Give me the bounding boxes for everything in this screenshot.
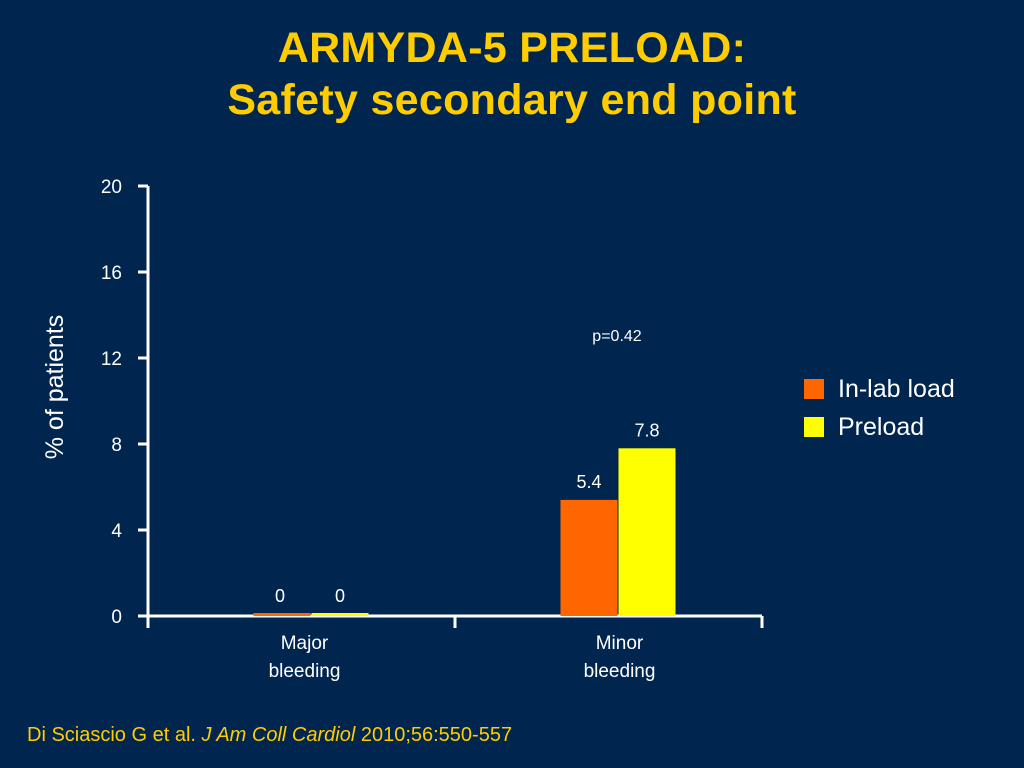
citation-journal: J Am Coll Cardiol xyxy=(201,724,356,746)
y-tick-label: 8 xyxy=(111,435,122,456)
bar xyxy=(253,613,311,616)
y-tick-label: 0 xyxy=(111,607,122,628)
data-label: 0 xyxy=(335,586,345,606)
y-axis-label: % of patients xyxy=(41,315,69,460)
bar xyxy=(618,448,676,616)
citation: Di Sciascio G et al. J Am Coll Cardiol 2… xyxy=(27,724,512,747)
slide-title: ARMYDA-5 PRELOAD: Safety secondary end p… xyxy=(0,22,1024,126)
data-label: 0 xyxy=(275,586,285,606)
x-tick-label: bleeding xyxy=(584,661,656,682)
x-tick-label: Major xyxy=(281,633,329,654)
citation-ref: 2010;56:550-557 xyxy=(360,724,513,746)
y-tick-label: 20 xyxy=(101,177,122,198)
slide-title-line2: Safety secondary end point xyxy=(227,76,797,124)
legend-swatch-preload xyxy=(804,417,824,437)
y-tick-label: 12 xyxy=(101,349,122,370)
p-value-annotation: p=0.42 xyxy=(592,328,641,345)
y-tick-label: 4 xyxy=(111,521,122,542)
legend-label-preload: Preload xyxy=(838,412,925,441)
x-tick-label: bleeding xyxy=(269,661,341,682)
data-label: 7.8 xyxy=(634,420,659,440)
bar xyxy=(311,613,369,616)
legend-label-in-lab-load: In-lab load xyxy=(838,374,955,403)
legend-item-preload: Preload xyxy=(804,408,955,446)
data-label: 5.4 xyxy=(576,472,601,492)
y-tick-label: 16 xyxy=(101,263,122,284)
citation-authors: Di Sciascio G et al. xyxy=(27,724,196,746)
legend-swatch-in-lab-load xyxy=(804,379,824,399)
chart-legend: In-lab load Preload xyxy=(804,370,955,446)
x-tick-label: Minor xyxy=(596,633,644,654)
slide-title-line1: ARMYDA-5 PRELOAD: xyxy=(277,24,747,72)
legend-item-in-lab-load: In-lab load xyxy=(804,370,955,408)
bar xyxy=(560,499,618,616)
